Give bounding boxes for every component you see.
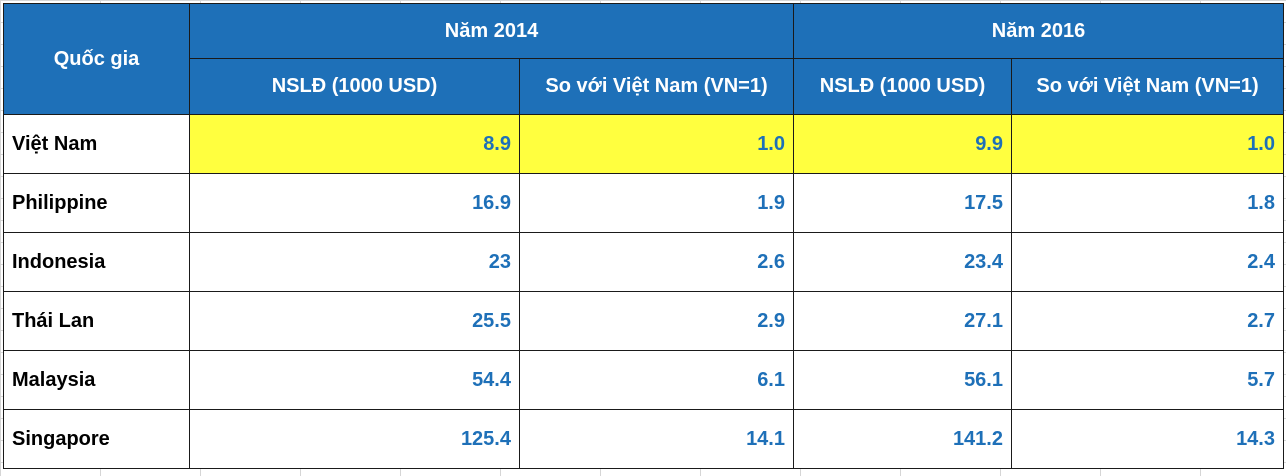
value-cell-2014-productivity[interactable]: 25.5	[189, 291, 520, 351]
table-row: Thái Lan 25.5 2.9 27.1 2.7	[3, 291, 1284, 351]
value-cell-2014-productivity[interactable]: 23	[189, 232, 520, 292]
value-cell-2016-ratio[interactable]: 1.0	[1011, 114, 1284, 174]
value-cell-2014-productivity[interactable]: 54.4	[189, 350, 520, 410]
value-cell-2014-ratio[interactable]: 14.1	[519, 409, 794, 469]
value-cell-2016-productivity[interactable]: 27.1	[793, 291, 1012, 351]
table-row: Malaysia 54.4 6.1 56.1 5.7	[3, 350, 1284, 410]
country-column-header[interactable]: Quốc gia	[3, 3, 190, 115]
value-cell-2016-productivity[interactable]: 56.1	[793, 350, 1012, 410]
country-cell[interactable]: Việt Nam	[3, 114, 190, 174]
value-cell-2016-ratio[interactable]: 2.4	[1011, 232, 1284, 292]
productivity-table: Quốc gia Năm 2014 Năm 2016 NSLĐ (1000 US…	[3, 3, 1284, 469]
value-cell-2014-ratio[interactable]: 2.6	[519, 232, 794, 292]
table-row: Philippine 16.9 1.9 17.5 1.8	[3, 173, 1284, 233]
table-row: Indonesia 23 2.6 23.4 2.4	[3, 232, 1284, 292]
value-cell-2016-productivity[interactable]: 9.9	[793, 114, 1012, 174]
value-cell-2016-ratio[interactable]: 5.7	[1011, 350, 1284, 410]
table-header: Quốc gia Năm 2014 Năm 2016 NSLĐ (1000 US…	[3, 3, 1284, 115]
value-cell-2016-productivity[interactable]: 23.4	[793, 232, 1012, 292]
country-cell[interactable]: Singapore	[3, 409, 190, 469]
value-cell-2014-ratio[interactable]: 1.0	[519, 114, 794, 174]
year-2014-header[interactable]: Năm 2014	[189, 3, 794, 59]
header-row-years: Quốc gia Năm 2014 Năm 2016	[3, 3, 1284, 115]
header-row-metrics: NSLĐ (1000 USD) So với Việt Nam (VN=1) N…	[4, 58, 1284, 115]
table-row: Việt Nam 8.9 1.0 9.9 1.0	[3, 114, 1284, 174]
column-header-2016-productivity[interactable]: NSLĐ (1000 USD)	[793, 58, 1012, 115]
country-cell[interactable]: Thái Lan	[3, 291, 190, 351]
country-cell[interactable]: Indonesia	[3, 232, 190, 292]
value-cell-2014-ratio[interactable]: 1.9	[519, 173, 794, 233]
table-body: Việt Nam 8.9 1.0 9.9 1.0 Philippine 16.9…	[3, 114, 1284, 469]
column-header-2014-ratio[interactable]: So với Việt Nam (VN=1)	[519, 58, 794, 115]
value-cell-2016-ratio[interactable]: 2.7	[1011, 291, 1284, 351]
value-cell-2016-productivity[interactable]: 17.5	[793, 173, 1012, 233]
value-cell-2014-ratio[interactable]: 2.9	[519, 291, 794, 351]
value-cell-2016-productivity[interactable]: 141.2	[793, 409, 1012, 469]
country-cell[interactable]: Malaysia	[3, 350, 190, 410]
table-row: Singapore 125.4 14.1 141.2 14.3	[3, 409, 1284, 469]
year-2016-header[interactable]: Năm 2016	[793, 3, 1284, 59]
column-header-2014-productivity[interactable]: NSLĐ (1000 USD)	[189, 58, 520, 115]
value-cell-2014-ratio[interactable]: 6.1	[519, 350, 794, 410]
value-cell-2014-productivity[interactable]: 16.9	[189, 173, 520, 233]
column-header-2016-ratio[interactable]: So với Việt Nam (VN=1)	[1011, 58, 1284, 115]
value-cell-2016-ratio[interactable]: 14.3	[1011, 409, 1284, 469]
country-cell[interactable]: Philippine	[3, 173, 190, 233]
value-cell-2014-productivity[interactable]: 125.4	[189, 409, 520, 469]
value-cell-2014-productivity[interactable]: 8.9	[189, 114, 520, 174]
value-cell-2016-ratio[interactable]: 1.8	[1011, 173, 1284, 233]
